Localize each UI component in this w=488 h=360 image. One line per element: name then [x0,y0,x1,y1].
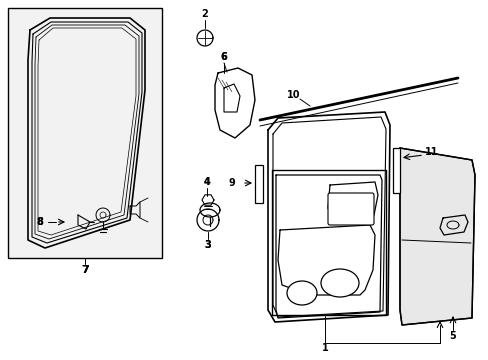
Text: 3: 3 [204,240,211,250]
Text: 6: 6 [220,52,227,62]
Text: 9: 9 [228,178,235,188]
Text: 3: 3 [204,240,211,250]
Text: 7: 7 [81,265,89,275]
Ellipse shape [320,269,358,297]
Text: 8: 8 [37,217,43,227]
Text: 10: 10 [286,90,300,100]
Ellipse shape [286,281,316,305]
Polygon shape [399,148,474,325]
Bar [8,8,162,258]
FancyBboxPatch shape [327,193,373,225]
Text: 4: 4 [203,177,210,187]
Text: 8: 8 [37,217,43,227]
Text: 1: 1 [321,343,328,353]
Text: 5: 5 [448,331,455,341]
Text: 11: 11 [424,147,438,157]
FancyBboxPatch shape [254,165,263,203]
Text: 6: 6 [220,52,227,62]
Text: 4: 4 [203,177,210,187]
FancyBboxPatch shape [392,148,399,193]
Text: 7: 7 [81,265,89,275]
Text: 2: 2 [201,9,208,19]
